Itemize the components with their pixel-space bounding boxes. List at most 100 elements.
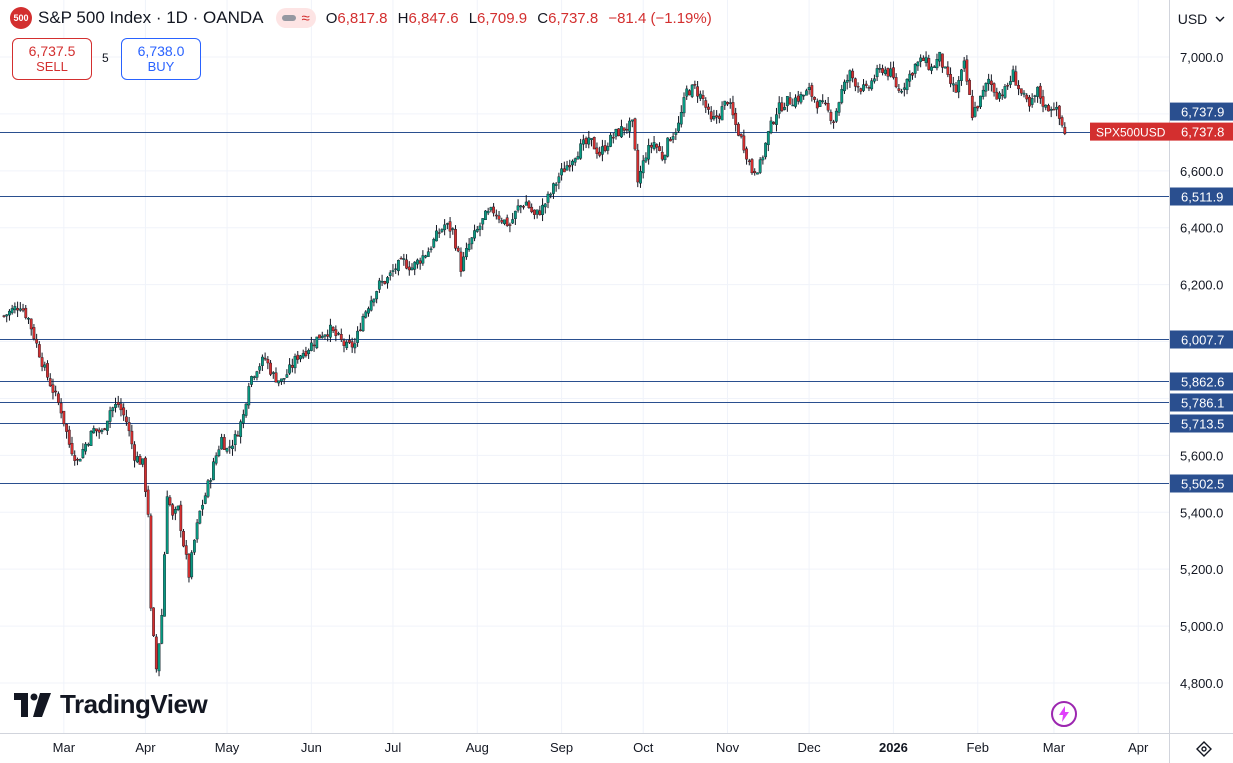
candle-body [282,378,286,380]
candle-body [285,374,289,378]
candle-body [660,151,664,160]
candle-body [715,115,719,118]
candle-body [426,251,430,257]
candle-body [875,68,879,78]
candle-body [775,114,778,125]
candle-body [696,86,700,97]
candle-body [886,68,890,77]
candle-body [832,121,836,123]
candle-body [312,344,316,347]
candle-body [894,77,898,88]
candle-body [658,146,661,151]
candle-body [527,201,531,209]
candle-body [397,260,400,272]
candle-body [549,193,553,196]
candle-body [65,423,68,432]
current-symbol-label: SPX500USD [1096,126,1166,140]
candle-body [799,94,803,103]
candle-body [829,111,833,121]
candle-body [669,139,672,142]
x-tick-label: 2026 [879,740,908,755]
candle-body [769,120,773,134]
candle-body [394,268,398,270]
candle-body [622,127,626,131]
candle-body [40,357,44,367]
candle-body [353,343,357,349]
currency-selector[interactable]: USD [1170,0,1233,38]
candle-body [24,307,28,318]
candle-body [927,58,931,70]
candle-body [402,258,406,260]
candle-body [573,158,577,163]
price-axis[interactable]: 4,800.05,000.05,200.05,400.05,600.05,800… [1180,50,1223,691]
candle-body [962,60,966,69]
candle-body [957,80,961,93]
brand-name: TradingView [60,689,208,719]
sell-price: 6,737.5 [28,43,76,59]
candle-body [565,165,569,171]
candle-body [845,80,849,83]
candle-body [410,267,414,271]
candle-body [805,90,808,96]
candle-body [522,206,525,208]
candle-body [617,128,621,137]
symbol-title[interactable]: S&P 500 Index · 1D · OANDA [38,8,264,27]
candle-body [813,96,816,100]
candle-body [440,229,444,232]
sell-button[interactable]: 6,737.5 SELL [12,38,92,80]
candle-body [367,308,370,314]
candle-body [1052,108,1056,111]
candle-body [443,224,447,231]
candle-body [897,88,901,91]
candle-body [756,172,759,175]
candle-body [709,111,713,120]
candle-body [1019,88,1023,94]
settings-icon[interactable] [1190,735,1218,763]
y-tick-label: 4,800.0 [1180,676,1223,691]
candle-body [179,504,183,531]
candle-body [100,429,104,432]
candle-body [843,81,846,92]
lightning-icon[interactable] [1050,700,1078,728]
y-tick-label: 5,200.0 [1180,562,1223,577]
candle-body [35,339,39,344]
indicator-toggle[interactable]: ≈ [275,8,316,28]
candle-body [356,330,359,343]
x-tick-label: Dec [798,740,822,755]
candle-body [277,380,281,384]
candle-body [54,390,58,393]
candle-body [133,444,136,461]
tradingview-logo[interactable]: TradingView [14,689,208,720]
candle-body [361,316,365,332]
time-axis[interactable]: Mar Apr May Jun Jul Aug Sep Oct Nov Dec 2026 Feb Mar… [53,740,1149,755]
candle-body [342,340,346,346]
candle-body [919,57,923,62]
candle-body [348,339,351,343]
candle-body [454,229,457,249]
candle-body [111,407,115,412]
candle-body [119,403,123,411]
candle-body [141,458,145,465]
candle-body [783,107,787,110]
candle-body [399,257,403,260]
candle-body [350,341,354,348]
buy-button[interactable]: 6,738.0 BUY [121,38,201,80]
candle-body [943,66,947,69]
candle-body [750,159,754,174]
candle-body [856,86,860,88]
candle-body [603,145,607,152]
candle-body [383,281,387,284]
candle-body [416,259,419,265]
candle-body [489,207,493,211]
candle-body [57,393,60,403]
candle-body [1000,94,1004,97]
candle-body [723,100,727,106]
low-value: 6,709.9 [477,9,528,27]
candle-body [372,298,376,303]
candle-body [717,115,721,119]
sell-label: SELL [36,59,68,74]
candle-body [930,66,933,71]
candle-body [649,144,653,148]
candle-body [5,314,9,317]
